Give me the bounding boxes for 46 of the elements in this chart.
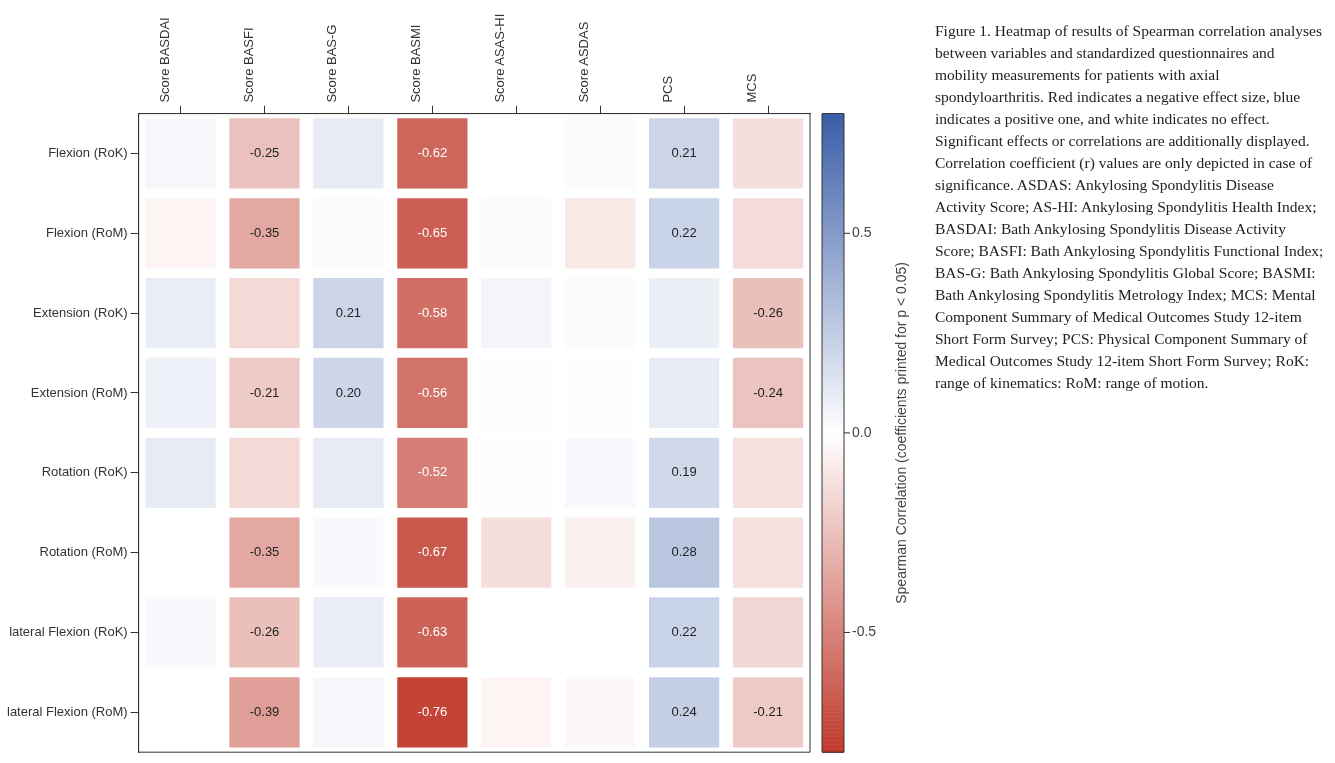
data-label: -0.35: [249, 544, 280, 560]
y-tick-label: Flexion (RoK): [48, 145, 128, 161]
x-tick-label: Score BASMI: [408, 24, 424, 103]
x-tick-label: Score BASFI: [240, 27, 256, 103]
data-label: 0.20: [335, 384, 362, 400]
color-bar-title: Spearman Correlation (coefficients printed for p < 0.05): [892, 262, 909, 604]
x-tick-label: Score ASDAS: [576, 21, 592, 103]
data-label: -0.21: [249, 384, 280, 400]
data-label: 0.21: [335, 304, 362, 320]
data-label: 0.28: [671, 544, 697, 560]
data-label: -0.35: [249, 224, 280, 240]
y-tick-label: Rotation (RoK): [41, 464, 128, 480]
color-bar-label: 0.0: [852, 423, 872, 440]
x-tick-label: Score BASDAI: [156, 17, 172, 103]
x-tick-label: MCS: [744, 73, 760, 103]
data-label: 0.19: [671, 464, 697, 480]
data-label: -0.67: [417, 544, 448, 560]
y-tick-label: Flexion (RoM): [46, 224, 128, 240]
data-label: -0.25: [249, 145, 280, 161]
y-tick-label: lateral Flexion (RoK): [9, 624, 128, 640]
data-label: -0.24: [753, 384, 783, 400]
data-label: 0.24: [671, 703, 697, 719]
data-label: -0.63: [417, 624, 448, 640]
data-label: -0.39: [249, 703, 280, 719]
data-label: 0.21: [671, 145, 697, 161]
x-tick-label: Score BAS-G: [324, 24, 340, 103]
y-tick-label: Rotation (RoM): [39, 544, 128, 560]
y-tick-label: lateral Flexion (RoM): [6, 703, 128, 719]
color-bar-label: 0.5: [852, 224, 872, 241]
data-label: -0.52: [417, 464, 448, 480]
data-label: -0.65: [417, 224, 448, 240]
y-tick-label: Extension (RoM): [30, 384, 128, 400]
x-tick-label: Score ASAS-HI: [492, 13, 508, 103]
data-label: -0.56: [417, 384, 448, 400]
data-label: -0.26: [753, 304, 783, 320]
y-tick-label: Extension (RoK): [32, 304, 128, 320]
x-tick-label: PCS: [660, 75, 676, 103]
data-label: -0.58: [417, 304, 448, 320]
data-label: -0.21: [753, 703, 783, 719]
data-label: 0.22: [671, 624, 697, 640]
data-label: 0.22: [671, 224, 697, 240]
data-label: -0.76: [417, 703, 448, 719]
data-label: -0.26: [249, 624, 280, 640]
data-label: -0.62: [417, 145, 448, 161]
color-bar-label: -0.5: [852, 623, 877, 640]
text: Figure 1. Heatmap of results of Spearman correlation analyses between variables and standardized questionnaires and mobility measurements for patients with axial spondyloarthritis. Red indicates a negative effect size, blue indicates a positive one, and white indicates no effect. Significant effects or correlations are additionally displayed. Correlation coefficient (r) values are only depicted in case of significance. ASDAS: Ankylosing Spondylitis Disease Activity Score; AS-HI: Ankylosing Spondylitis Health Index; BASDAI: Bath Ankylosing Spondylitis Disease Activity Score; BASFI: Bath Ankylosing Spondylitis Functional Index; BAS-G: Bath Ankylosing Spondylitis Global Score; BASMI: Bath Ankylosing Spondylitis Metrology Index; MCS: Mental Component Summary of Medical Outcomes Study 12-item Short Form Survey; PCS: Physical Component Summary of Medical Outcomes Study 12-item Short Form Survey; RoK: range of kinematics: RoM: range of motion.: [935, 22, 1324, 391]
